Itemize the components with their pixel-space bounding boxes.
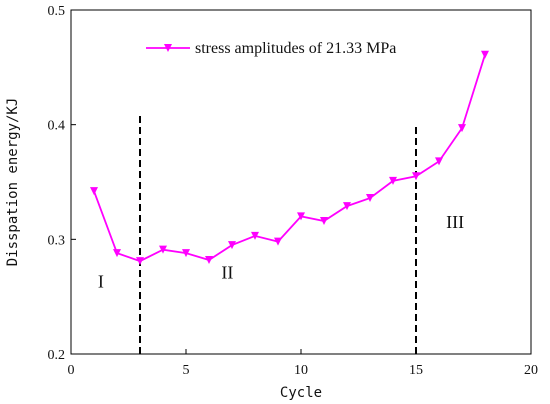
x-axis-title: Cycle	[280, 385, 322, 401]
legend-marker	[164, 44, 172, 52]
stage-label: I	[98, 271, 104, 291]
data-point	[435, 157, 443, 166]
y-axis-title: Disspation energy/KJ	[5, 98, 21, 267]
series-line	[93, 54, 486, 263]
stage-label: III	[446, 212, 464, 232]
data-point	[274, 237, 282, 246]
data-point	[343, 202, 351, 211]
data-point	[366, 194, 374, 203]
x-tick-label: 0	[68, 363, 75, 378]
x-axis-ticks: 0 5 10 15 20	[68, 349, 538, 378]
data-point	[159, 245, 167, 254]
data-point	[297, 212, 305, 221]
data-point	[389, 176, 397, 185]
y-tick-label: 0.4	[48, 119, 66, 134]
data-point	[458, 124, 466, 133]
data-point	[320, 216, 328, 225]
plot-frame	[70, 9, 532, 355]
stage-label: II	[221, 262, 233, 282]
data-point	[228, 241, 236, 250]
legend-label: stress amplitudes of 21.33 MPa	[195, 40, 396, 57]
x-tick-label: 5	[183, 363, 190, 378]
data-point	[205, 255, 213, 264]
y-tick-label: 0.2	[48, 348, 66, 363]
stage-dividers	[139, 113, 417, 354]
series-group	[90, 50, 489, 266]
x-tick-label: 20	[524, 363, 538, 378]
y-tick-label: 0.3	[48, 233, 66, 248]
data-point	[481, 50, 489, 59]
data-point	[90, 187, 98, 196]
data-point	[251, 231, 259, 240]
data-point	[412, 172, 420, 181]
data-point	[182, 249, 190, 258]
x-tick-label: 10	[294, 363, 308, 378]
legend: stress amplitudes of 21.33 MPa	[146, 40, 396, 57]
y-axis-ticks: 0.2 0.3 0.4 0.5	[48, 4, 76, 363]
x-tick-label: 15	[409, 363, 423, 378]
data-point	[113, 249, 121, 258]
data-point	[136, 257, 144, 266]
y-tick-label: 0.5	[48, 4, 66, 19]
